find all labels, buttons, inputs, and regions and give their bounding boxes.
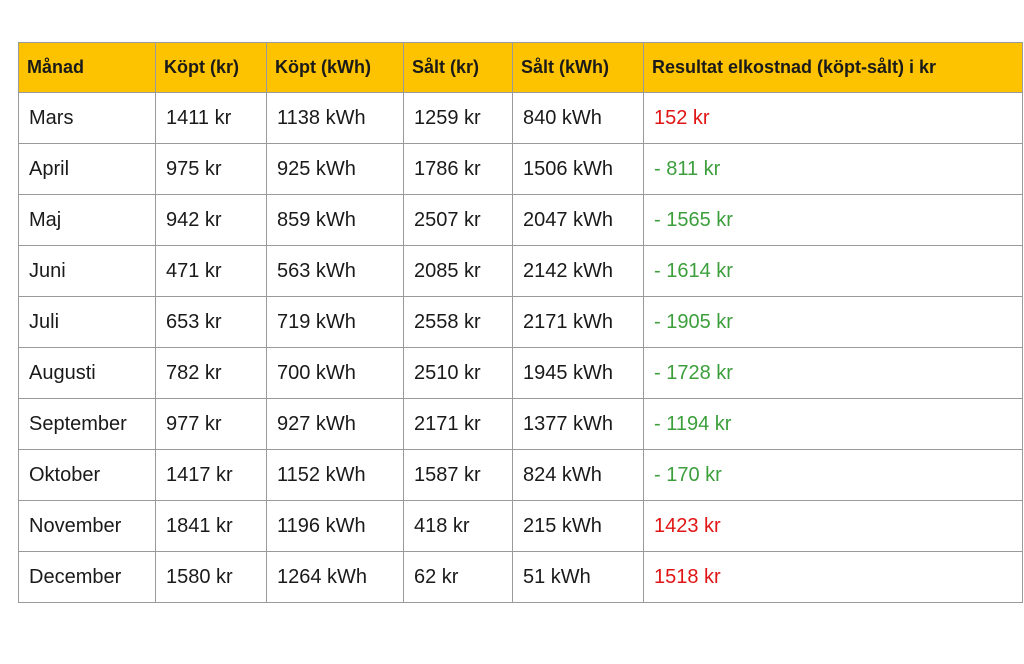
table-cell: 2085 kr	[403, 245, 513, 297]
table-cell: 1196 kWh	[266, 500, 404, 552]
table-cell: Mars	[18, 92, 156, 144]
result-cell: 1518 kr	[643, 551, 1023, 603]
header-cell: Månad	[18, 42, 156, 93]
table-cell: 942 kr	[155, 194, 267, 246]
result-cell: - 1905 kr	[643, 296, 1023, 348]
table-cell: 1411 kr	[155, 92, 267, 144]
table-cell: 2171 kWh	[512, 296, 644, 348]
table-cell: 1259 kr	[403, 92, 513, 144]
table-row: Oktober 1417 kr 1152 kWh 1587 kr 824 kWh - 17…	[18, 449, 1023, 501]
header-row: Månad Köpt (kr) Köpt (kWh) Sålt (kr) Sålt (k…	[18, 42, 1023, 93]
table-cell: April	[18, 143, 156, 195]
table-cell: Oktober	[18, 449, 156, 501]
table-cell: 1377 kWh	[512, 398, 644, 450]
table-cell: 1264 kWh	[266, 551, 404, 603]
result-cell: - 1728 kr	[643, 347, 1023, 399]
header-cell: Resultat elkostnad (köpt-sålt) i kr	[643, 42, 1023, 93]
result-cell: - 811 kr	[643, 143, 1023, 195]
table-cell: 2510 kr	[403, 347, 513, 399]
table-cell: 1152 kWh	[266, 449, 404, 501]
table-cell: 782 kr	[155, 347, 267, 399]
table-row: November 1841 kr 1196 kWh 418 kr 215 kWh 1423…	[18, 500, 1023, 552]
table-row: Mars 1411 kr 1138 kWh 1259 kr 840 kWh 152 kr	[18, 92, 1023, 144]
table-row: April 975 kr 925 kWh 1786 kr 1506 kWh - 811 k…	[18, 143, 1023, 195]
table-cell: 563 kWh	[266, 245, 404, 297]
table-cell: Augusti	[18, 347, 156, 399]
table-cell: 2171 kr	[403, 398, 513, 450]
table-cell: 700 kWh	[266, 347, 404, 399]
table-cell: 2507 kr	[403, 194, 513, 246]
table-cell: 977 kr	[155, 398, 267, 450]
table-cell: 1580 kr	[155, 551, 267, 603]
result-cell: - 1614 kr	[643, 245, 1023, 297]
table-row: Juni 471 kr 563 kWh 2085 kr 2142 kWh - 1614 k…	[18, 245, 1023, 297]
table-cell: 925 kWh	[266, 143, 404, 195]
table-row: September 977 kr 927 kWh 2171 kr 1377 kWh - 1…	[18, 398, 1023, 450]
table-cell: 62 kr	[403, 551, 513, 603]
table-cell: 2558 kr	[403, 296, 513, 348]
electricity-table: Månad Köpt (kr) Köpt (kWh) Sålt (kr) Sålt (k…	[18, 42, 1023, 603]
result-cell: - 1565 kr	[643, 194, 1023, 246]
table-cell: November	[18, 500, 156, 552]
table-cell: 719 kWh	[266, 296, 404, 348]
result-cell: - 170 kr	[643, 449, 1023, 501]
header-cell: Köpt (kWh)	[266, 42, 404, 93]
result-cell: 152 kr	[643, 92, 1023, 144]
table-cell: 975 kr	[155, 143, 267, 195]
table-cell: 215 kWh	[512, 500, 644, 552]
table-body: Mars 1411 kr 1138 kWh 1259 kr 840 kWh 152 kr A…	[18, 92, 1023, 603]
table-cell: 2142 kWh	[512, 245, 644, 297]
table-cell: December	[18, 551, 156, 603]
table-cell: Juli	[18, 296, 156, 348]
table-cell: September	[18, 398, 156, 450]
table-cell: 927 kWh	[266, 398, 404, 450]
header-cell: Sålt (kr)	[403, 42, 513, 93]
header-cell: Sålt (kWh)	[512, 42, 644, 93]
result-cell: 1423 kr	[643, 500, 1023, 552]
table-cell: 859 kWh	[266, 194, 404, 246]
table-cell: 2047 kWh	[512, 194, 644, 246]
table-row: Juli 653 kr 719 kWh 2558 kr 2171 kWh - 1905 k…	[18, 296, 1023, 348]
table-cell: 418 kr	[403, 500, 513, 552]
header-cell: Köpt (kr)	[155, 42, 267, 93]
table-cell: 471 kr	[155, 245, 267, 297]
table-cell: 1945 kWh	[512, 347, 644, 399]
table-cell: Juni	[18, 245, 156, 297]
table-cell: 653 kr	[155, 296, 267, 348]
table-cell: 824 kWh	[512, 449, 644, 501]
table-cell: 840 kWh	[512, 92, 644, 144]
table-cell: 1506 kWh	[512, 143, 644, 195]
table-cell: 1138 kWh	[266, 92, 404, 144]
table-cell: 1417 kr	[155, 449, 267, 501]
table-cell: 1786 kr	[403, 143, 513, 195]
table-cell: 1841 kr	[155, 500, 267, 552]
table-row: Maj 942 kr 859 kWh 2507 kr 2047 kWh - 1565 kr	[18, 194, 1023, 246]
table-cell: 51 kWh	[512, 551, 644, 603]
table-cell: Maj	[18, 194, 156, 246]
result-cell: - 1194 kr	[643, 398, 1023, 450]
table-row: Augusti 782 kr 700 kWh 2510 kr 1945 kWh - 172…	[18, 347, 1023, 399]
table-cell: 1587 kr	[403, 449, 513, 501]
table-row: December 1580 kr 1264 kWh 62 kr 51 kWh 1518 k…	[18, 551, 1023, 603]
